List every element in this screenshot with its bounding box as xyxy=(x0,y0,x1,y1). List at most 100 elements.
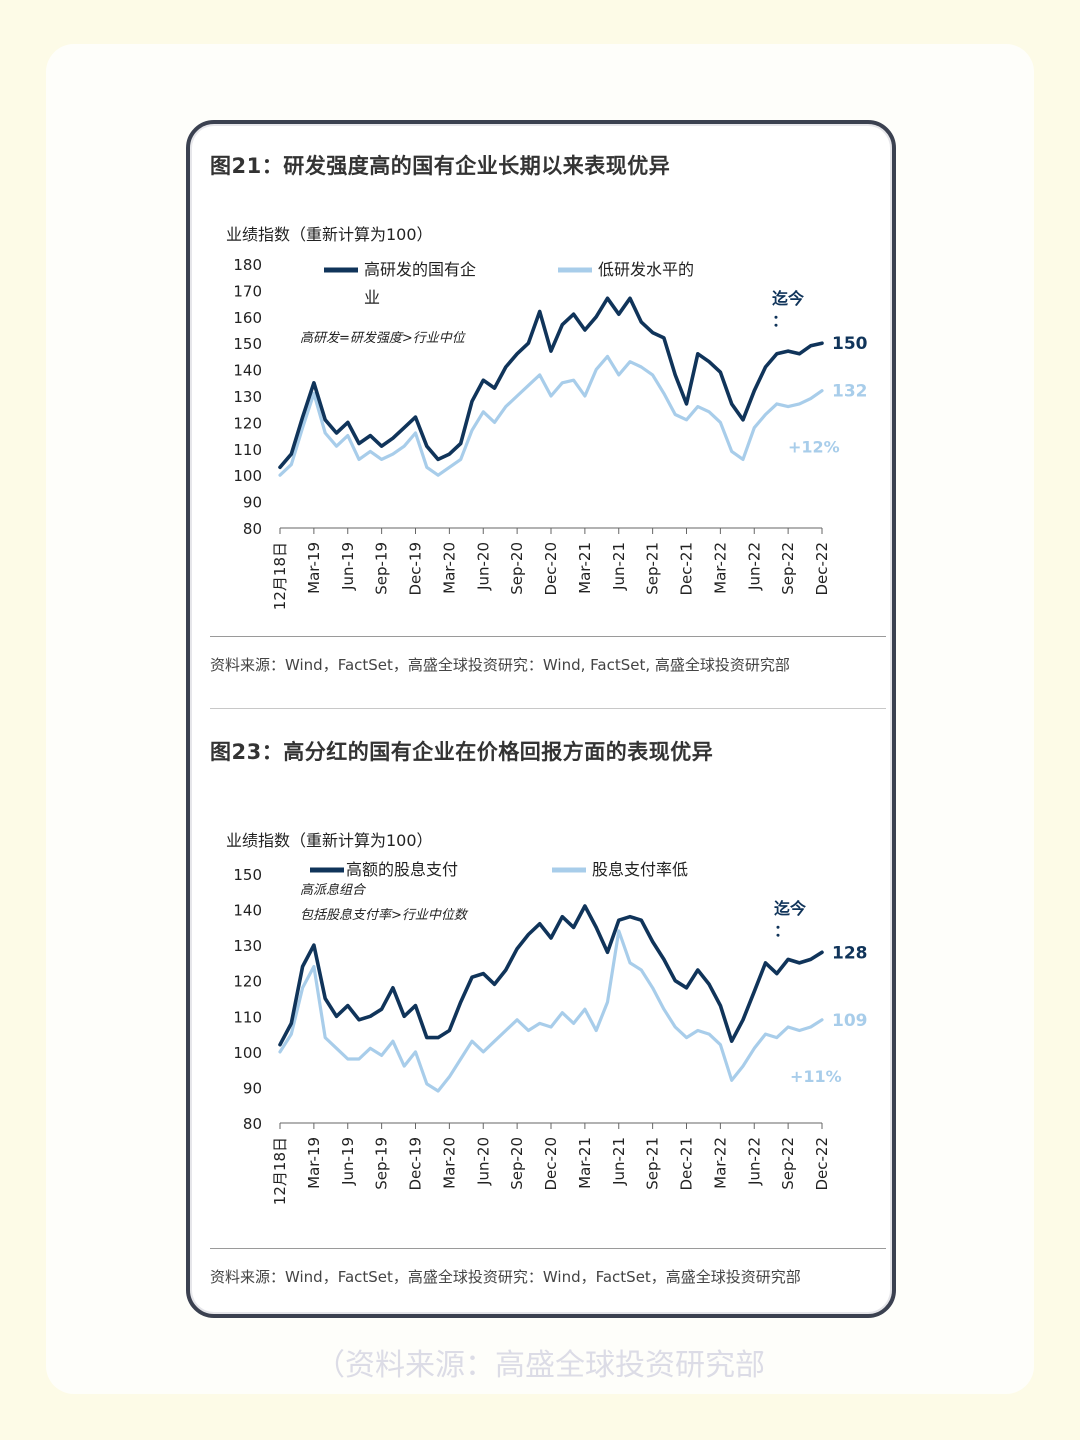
data-point-light xyxy=(516,395,518,397)
y-axis-label: 业绩指数（重新计算为100） xyxy=(226,832,433,850)
to-date-label: 迄今 xyxy=(774,899,806,918)
to-date-colon: ： xyxy=(772,311,788,330)
x-tick-label: Mar-19 xyxy=(305,542,323,594)
y-tick-label: 150 xyxy=(233,866,262,884)
data-point-light xyxy=(392,453,394,455)
figure-23-panel: 图23：高分红的国有企业在价格回报方面的表现优异 业绩指数（重新计算为100） 1… xyxy=(190,714,892,1314)
data-point-light xyxy=(505,1029,507,1032)
x-tick-label: Dec-21 xyxy=(678,1137,696,1191)
x-tick-label: Sep-22 xyxy=(779,542,797,595)
x-tick-label: Mar-21 xyxy=(576,1137,594,1189)
data-point-dark xyxy=(685,987,688,989)
data-point-dark xyxy=(324,997,326,1000)
data-point-light xyxy=(369,1047,372,1050)
figure-23-divider xyxy=(210,1248,886,1249)
data-point-dark xyxy=(380,1008,383,1010)
chart-note: 高派息组合 xyxy=(300,882,367,898)
data-point-light xyxy=(821,1019,823,1021)
data-point-light xyxy=(347,434,349,437)
data-point-light xyxy=(595,368,597,371)
data-point-light xyxy=(335,445,338,447)
x-tick-label: Mar-21 xyxy=(576,542,594,594)
figure-23-title: 图23：高分红的国有企业在价格回报方面的表现优异 xyxy=(210,740,714,764)
data-point-dark xyxy=(629,297,631,300)
y-tick-label: 170 xyxy=(233,282,262,300)
data-point-dark xyxy=(764,366,767,368)
data-point-dark xyxy=(482,379,485,381)
data-point-dark xyxy=(618,313,620,315)
data-point-light xyxy=(787,1026,789,1028)
data-point-dark xyxy=(821,951,823,954)
data-point-dark xyxy=(629,915,631,918)
x-tick-label: Jun-20 xyxy=(474,1137,492,1186)
data-point-dark xyxy=(392,987,394,989)
end-value-light: 132 xyxy=(832,382,868,402)
data-point-dark xyxy=(335,1015,338,1018)
x-tick-label: 12月18日 xyxy=(271,542,289,610)
data-point-light xyxy=(437,474,439,477)
to-date-colon: ： xyxy=(774,921,790,940)
x-tick-label: Sep-20 xyxy=(508,1137,526,1190)
data-point-light xyxy=(380,458,383,461)
figure-21-panel: 图21：研发强度高的国有企业长期以来表现优异 业绩指数（重新计算为100） 180… xyxy=(190,124,892,714)
data-point-dark xyxy=(448,1029,451,1032)
x-tick-label: Jun-22 xyxy=(745,1137,763,1186)
x-tick-label: 12月18日 xyxy=(271,1137,289,1205)
legend-label: 低研发水平的 xyxy=(598,260,694,279)
data-point-dark xyxy=(550,350,552,352)
x-tick-label: Sep-21 xyxy=(644,542,662,595)
data-point-dark xyxy=(471,976,473,978)
x-tick-label: Jun-19 xyxy=(339,1137,357,1186)
data-point-light xyxy=(753,426,756,429)
data-point-dark xyxy=(414,416,417,418)
series-line-light xyxy=(278,929,824,1093)
x-tick-label: Sep-21 xyxy=(644,1137,662,1190)
data-point-dark xyxy=(595,926,597,929)
data-point-dark xyxy=(290,1022,293,1025)
x-tick-label: Dec-20 xyxy=(542,1137,560,1191)
data-point-dark xyxy=(787,350,789,352)
data-point-light xyxy=(335,1047,338,1050)
data-point-light xyxy=(324,432,326,434)
data-point-light xyxy=(606,355,609,358)
data-point-dark xyxy=(324,419,326,421)
x-tick-label: Mar-20 xyxy=(440,1137,458,1189)
data-point-dark xyxy=(730,403,733,405)
data-point-light xyxy=(414,1051,417,1053)
data-point-light xyxy=(538,374,541,376)
y-tick-label: 130 xyxy=(233,937,262,955)
data-point-light xyxy=(358,1058,360,1060)
y-tick-label: 110 xyxy=(233,441,262,459)
data-point-dark xyxy=(618,919,620,921)
y-tick-label: 140 xyxy=(233,902,262,920)
data-point-light xyxy=(482,411,485,413)
y-tick-label: 80 xyxy=(243,520,262,538)
data-point-light xyxy=(437,1090,439,1092)
y-tick-label: 110 xyxy=(233,1008,262,1026)
data-point-dark xyxy=(640,321,643,323)
series-line-dark xyxy=(278,296,824,470)
data-point-dark xyxy=(787,958,789,961)
data-point-light xyxy=(697,405,699,408)
y-tick-label: 120 xyxy=(233,414,262,432)
x-tick-label: Dec-19 xyxy=(407,542,425,596)
data-point-light xyxy=(651,374,654,376)
data-point-light xyxy=(798,1029,801,1032)
figure-21-source: 资料来源：Wind，FactSet，高盛全球投资研究：Wind, FactSet… xyxy=(210,656,790,674)
data-point-dark xyxy=(358,1019,360,1021)
data-point-dark xyxy=(493,983,496,986)
x-tick-label: Sep-19 xyxy=(373,542,391,595)
data-point-light xyxy=(606,1001,609,1003)
x-tick-label: Jun-22 xyxy=(745,542,763,591)
data-point-dark xyxy=(809,958,812,961)
data-point-light xyxy=(550,1026,552,1028)
data-point-dark xyxy=(640,919,643,921)
data-point-light xyxy=(674,1026,676,1028)
data-point-dark xyxy=(301,416,304,418)
data-point-light xyxy=(629,360,631,363)
y-tick-label: 90 xyxy=(243,1079,262,1097)
data-point-dark xyxy=(708,983,710,986)
data-point-light xyxy=(471,429,473,432)
data-point-dark xyxy=(821,342,823,344)
data-point-light xyxy=(809,397,812,400)
